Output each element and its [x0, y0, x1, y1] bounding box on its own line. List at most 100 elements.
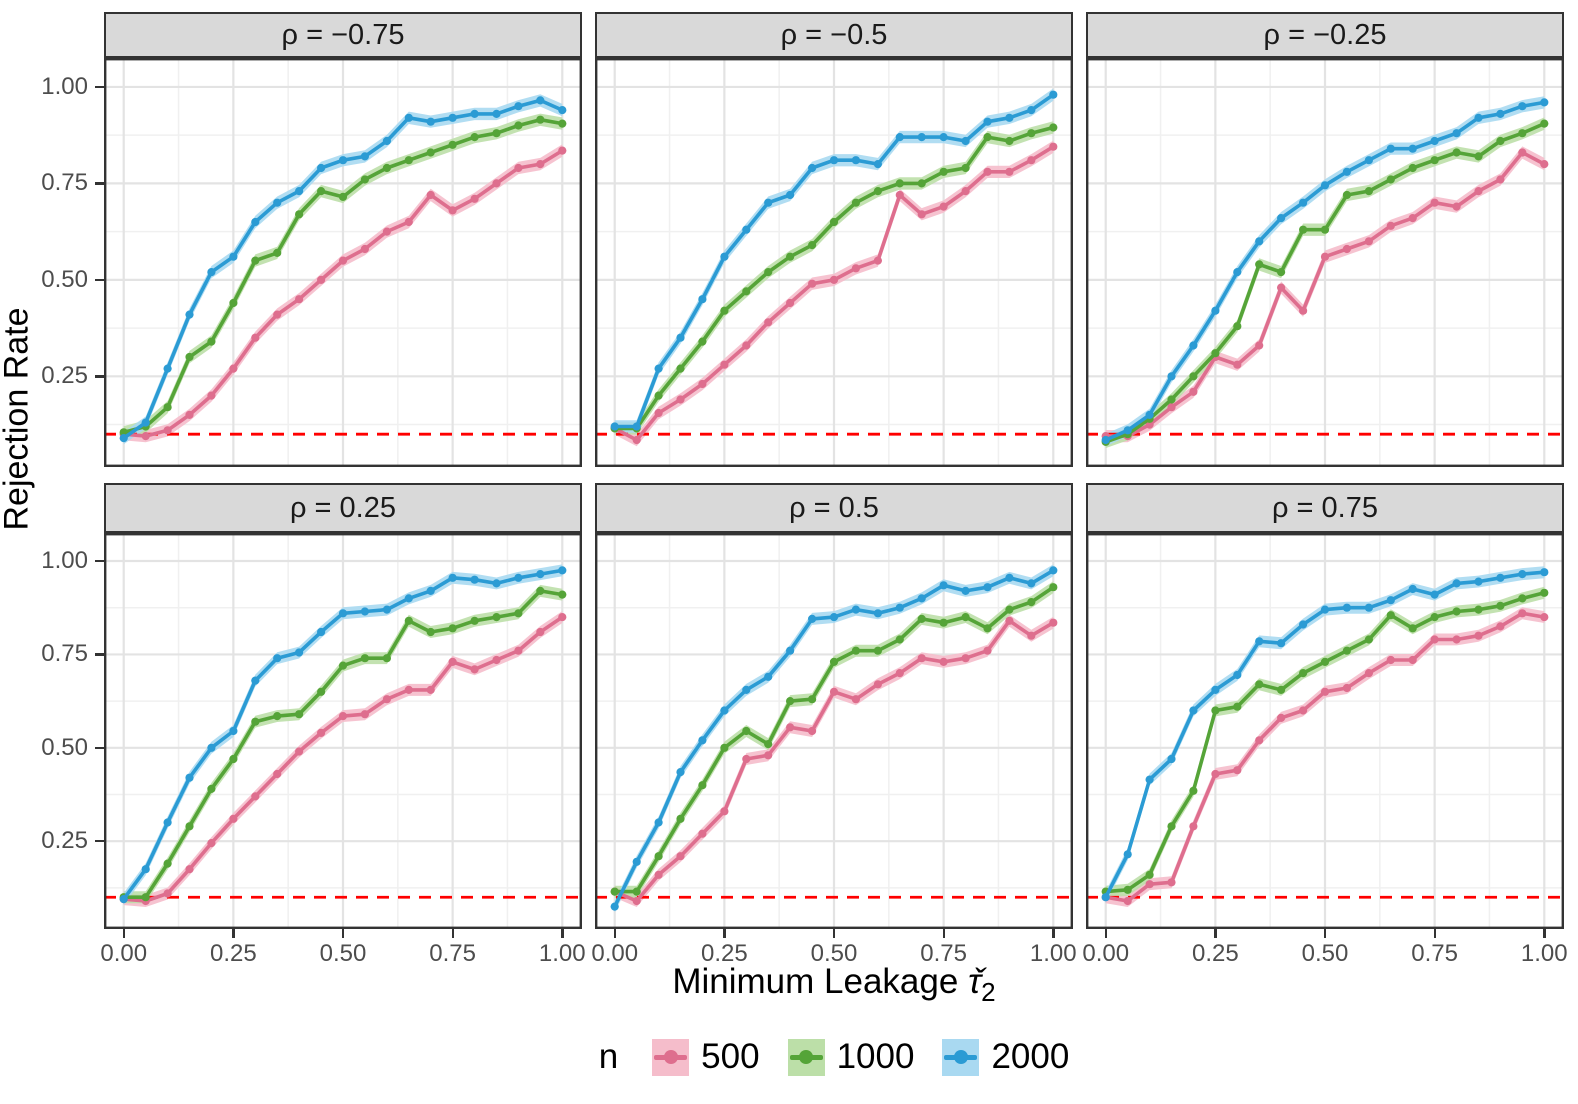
data-point: [229, 726, 238, 736]
data-point: [1386, 221, 1395, 230]
series-points-1000: [610, 583, 1058, 896]
data-point: [514, 163, 523, 173]
x-tick-mark: [613, 929, 617, 938]
series-points-2000: [610, 90, 1058, 431]
data-point: [360, 654, 369, 663]
data-point: [1167, 822, 1176, 831]
data-point: [1123, 850, 1132, 859]
data-point: [939, 618, 948, 627]
data-point: [207, 337, 216, 346]
data-point: [917, 179, 926, 188]
data-point: [1211, 769, 1220, 779]
data-point: [720, 252, 729, 261]
data-point: [1255, 637, 1264, 646]
data-point: [1167, 878, 1176, 887]
data-point: [536, 115, 545, 124]
data-point: [119, 428, 128, 437]
data-point: [207, 743, 216, 752]
data-point: [273, 769, 282, 779]
y-tick-label: 0.50: [41, 265, 88, 293]
data-point: [632, 422, 641, 431]
data-point: [829, 217, 839, 227]
data-point: [1299, 706, 1308, 715]
y-tick-mark: [95, 85, 104, 89]
data-point: [1474, 605, 1483, 614]
data-point: [1233, 670, 1242, 680]
x-tick-label: 1.00: [538, 940, 586, 967]
data-point: [1320, 181, 1330, 190]
facet-strip: ρ = −0.5: [595, 12, 1073, 58]
data-point: [448, 657, 457, 666]
data-point: [764, 740, 773, 749]
data-point: [338, 712, 348, 721]
data-point: [229, 364, 238, 373]
data-point: [492, 655, 501, 665]
data-point: [514, 646, 523, 655]
legend-entry-label: 2000: [991, 1037, 1070, 1076]
data-point: [851, 605, 860, 614]
data-point: [1255, 260, 1264, 269]
panel-border: [104, 533, 582, 929]
data-point: [676, 364, 685, 373]
data-point: [514, 102, 523, 111]
legend-entry: 500: [652, 1037, 760, 1077]
data-point: [1189, 372, 1198, 381]
data-point: [1049, 90, 1058, 99]
data-point: [873, 256, 882, 265]
data-point: [1211, 349, 1220, 358]
data-point: [426, 685, 435, 694]
data-point: [1430, 198, 1439, 207]
data-point: [492, 613, 501, 622]
x-tick-label: 0.75: [920, 940, 967, 967]
data-point: [654, 391, 663, 400]
data-point: [360, 710, 369, 719]
data-point: [1049, 566, 1058, 575]
data-point: [698, 781, 707, 790]
data-point: [1474, 152, 1483, 161]
x-tick-label: 0.00: [591, 940, 639, 967]
data-point: [698, 736, 707, 745]
data-point: [1386, 655, 1395, 665]
data-point: [1540, 119, 1549, 128]
data-point: [1364, 603, 1373, 612]
legend-entry-label: 500: [701, 1037, 760, 1076]
legend-entry: 1000: [787, 1037, 914, 1077]
data-point: [1452, 148, 1461, 157]
data-point: [229, 298, 238, 308]
data-point: [382, 654, 391, 663]
data-point: [295, 710, 304, 719]
data-point: [742, 225, 751, 234]
data-point: [1474, 113, 1483, 122]
series-points-500: [1101, 148, 1549, 441]
data-point: [786, 190, 795, 200]
series-points-2000: [610, 566, 1058, 911]
y-tick-label: 0.25: [41, 827, 88, 855]
data-point: [764, 751, 773, 760]
data-point: [426, 148, 435, 157]
data-point: [1123, 426, 1132, 435]
data-point: [1167, 395, 1176, 404]
data-point: [961, 187, 970, 196]
data-point: [873, 609, 882, 618]
data-point: [1005, 605, 1014, 614]
data-point: [1049, 123, 1058, 132]
data-point: [360, 152, 369, 161]
data-point: [207, 391, 216, 400]
data-point: [786, 252, 795, 261]
series-points-500: [119, 613, 567, 906]
data-point: [698, 295, 707, 304]
data-point: [558, 106, 567, 115]
facet-panel: [595, 533, 1073, 929]
data-point: [1364, 237, 1373, 246]
x-tick-label: 0.50: [1301, 940, 1349, 967]
data-point: [1101, 893, 1110, 902]
data-point: [1145, 775, 1154, 784]
data-point: [632, 435, 641, 445]
data-point: [742, 685, 751, 694]
data-point: [917, 133, 926, 142]
data-point: [317, 627, 326, 637]
data-point: [654, 818, 663, 827]
y-axis-title: Rejection Rate: [0, 307, 36, 531]
facet-strip: ρ = −0.25: [1086, 12, 1564, 58]
legend-key-dot: [953, 1050, 968, 1064]
